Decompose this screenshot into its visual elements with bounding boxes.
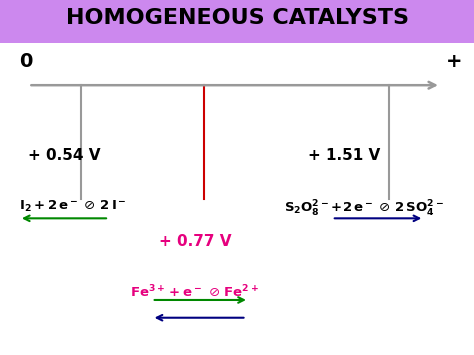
FancyBboxPatch shape (0, 0, 474, 43)
Text: + 1.51 V: + 1.51 V (308, 148, 380, 163)
Text: + 0.77 V: + 0.77 V (159, 234, 231, 248)
Text: 0: 0 (19, 52, 32, 71)
Text: $\mathbf{Fe^{3+} + e^-}$ $\oslash$ $\mathbf{Fe^{2+}}$: $\mathbf{Fe^{3+} + e^-}$ $\oslash$ $\mat… (130, 284, 259, 301)
Text: $\mathbf{I_2 + 2\,e^-}$ $\oslash$ $\mathbf{2\,I^-}$: $\mathbf{I_2 + 2\,e^-}$ $\oslash$ $\math… (19, 199, 127, 214)
Text: HOMOGENEOUS CATALYSTS: HOMOGENEOUS CATALYSTS (65, 8, 409, 28)
Text: $\mathbf{S_2O_8^{2-}\!+\!2\,e^-}$ $\oslash$ $\mathbf{2\,SO_4^{2-}}$: $\mathbf{S_2O_8^{2-}\!+\!2\,e^-}$ $\osla… (284, 199, 444, 219)
Text: + 0.54 V: + 0.54 V (28, 148, 101, 163)
Text: +: + (446, 52, 462, 71)
